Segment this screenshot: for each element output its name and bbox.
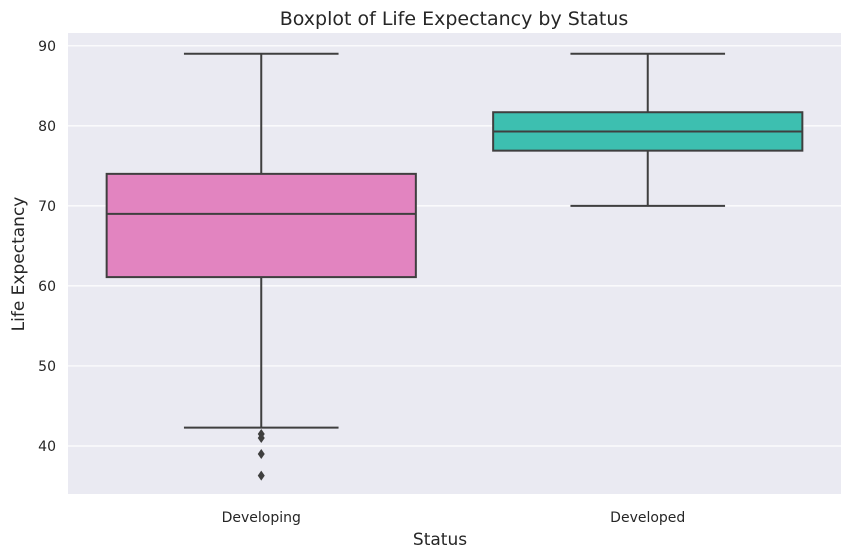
outlier-point [257, 448, 265, 459]
y-tick-label: 70 [38, 199, 56, 215]
outlier-point [257, 470, 265, 481]
box-series [105, 52, 804, 481]
y-tick-label: 60 [38, 279, 56, 295]
y-tick-label: 50 [38, 359, 56, 375]
x-axis-ticks: Developing Developed [222, 510, 686, 526]
y-axis-label: Life Expectancy [9, 197, 29, 332]
chart-title: Boxplot of Life Expectancy by Status [280, 8, 629, 30]
x-tick-label: Developing [222, 510, 301, 526]
y-axis-ticks: 40 50 60 70 80 90 [38, 39, 56, 455]
iqr-box [105, 172, 417, 279]
outlier-point [257, 432, 265, 443]
box-developed [492, 52, 804, 207]
x-tick-label: Developed [610, 510, 685, 526]
y-tick-label: 40 [38, 439, 56, 455]
y-tick-label: 80 [38, 119, 56, 135]
y-tick-label: 90 [38, 39, 56, 55]
x-axis-label: Status [413, 530, 467, 550]
box-developing [105, 52, 417, 481]
